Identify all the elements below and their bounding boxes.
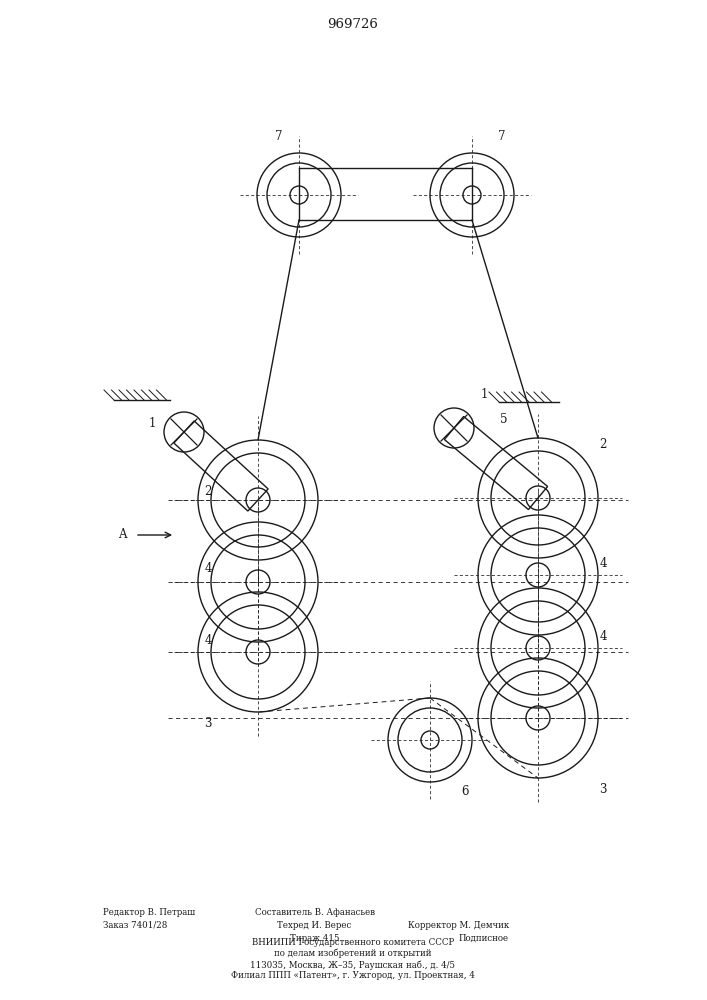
Text: 7: 7 [275, 130, 283, 143]
Text: 2: 2 [600, 438, 607, 451]
Text: 7: 7 [498, 130, 506, 143]
Text: 3: 3 [600, 783, 607, 796]
Text: Тираж 415: Тираж 415 [290, 934, 339, 943]
Text: 4: 4 [600, 630, 607, 643]
Text: 1: 1 [148, 417, 156, 430]
Text: 113035, Москва, Ж–35, Раушская наб., д. 4/5: 113035, Москва, Ж–35, Раушская наб., д. … [250, 960, 455, 970]
Text: 4: 4 [204, 634, 212, 647]
Text: 6: 6 [461, 785, 469, 798]
Text: Корректор М. Демчик: Корректор М. Демчик [408, 921, 509, 930]
Text: Филиал ППП «Патент», г. Ужгород, ул. Проектная, 4: Филиал ППП «Патент», г. Ужгород, ул. Про… [231, 971, 475, 980]
Text: A: A [119, 528, 127, 542]
Text: Составитель В. Афанасьев: Составитель В. Афанасьев [255, 908, 375, 917]
Text: 2: 2 [204, 485, 211, 498]
Text: 4: 4 [204, 562, 212, 575]
Text: 3: 3 [204, 717, 212, 730]
Text: по делам изобретений и открытий: по делам изобретений и открытий [274, 949, 432, 958]
Text: ВНИИПИ Государственного комитета СССР: ВНИИПИ Государственного комитета СССР [252, 938, 454, 947]
Text: Заказ 7401/28: Заказ 7401/28 [103, 921, 167, 930]
Text: 969726: 969726 [327, 18, 378, 31]
Text: 5: 5 [501, 413, 508, 426]
Text: Техред И. Верес: Техред И. Верес [277, 921, 352, 930]
Text: 4: 4 [600, 557, 607, 570]
Text: Подписное: Подписное [459, 934, 509, 943]
Text: Редактор В. Петраш: Редактор В. Петраш [103, 908, 194, 917]
Text: 1: 1 [480, 388, 488, 401]
